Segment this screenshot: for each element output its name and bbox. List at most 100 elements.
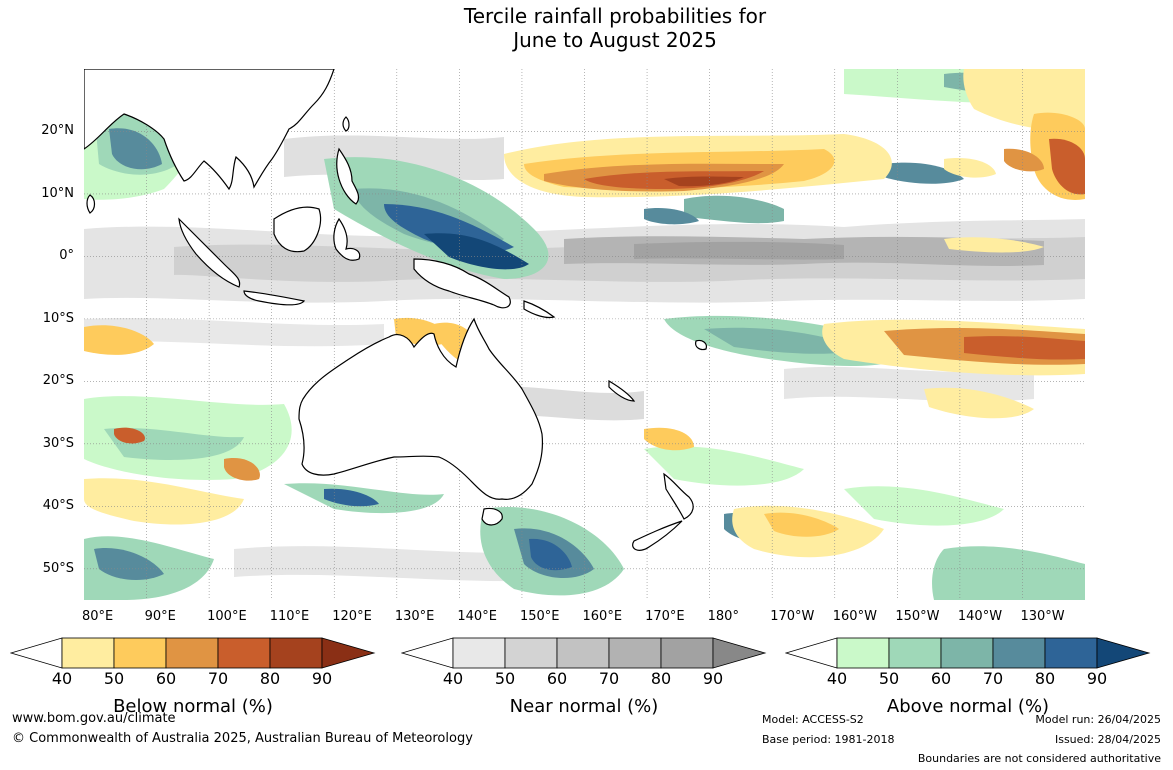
near-normal-tick-label: 80 bbox=[650, 669, 672, 688]
copyright-text: © Commonwealth of Australia 2025, Austra… bbox=[12, 731, 473, 746]
latitude-label: 50°S bbox=[42, 560, 74, 576]
above-normal-segment bbox=[1096, 637, 1151, 669]
longitude-label: 160°E bbox=[582, 609, 623, 624]
longitude-label: 140°W bbox=[957, 609, 1003, 624]
model-text: Model: ACCESS-S2 bbox=[762, 713, 864, 726]
below-normal-segment bbox=[269, 637, 323, 669]
below-normal-colorbar bbox=[10, 637, 376, 669]
latitude-label: 30°S bbox=[42, 435, 74, 451]
below-normal-shading bbox=[84, 69, 1085, 558]
sumatra bbox=[178, 217, 241, 288]
map-canvas bbox=[84, 69, 1085, 600]
longitude-label: 100°E bbox=[207, 609, 247, 624]
near-normal-segment bbox=[660, 637, 714, 669]
longitude-label: 160°W bbox=[832, 609, 877, 624]
new-guinea bbox=[413, 258, 511, 309]
below-normal-segment bbox=[113, 637, 167, 669]
above-normal-segment bbox=[992, 637, 1046, 669]
latitude-label: 20°S bbox=[42, 373, 74, 389]
near-normal-segment bbox=[452, 637, 506, 669]
below-normal-tick-label: 70 bbox=[207, 669, 229, 688]
latitude-label: 0° bbox=[59, 248, 74, 264]
philippines bbox=[336, 147, 360, 205]
new-zealand-south bbox=[632, 520, 683, 551]
issued-text: Issued: 28/04/2025 bbox=[1054, 733, 1161, 746]
map-title: Tercile rainfall probabilities for June … bbox=[0, 4, 1173, 52]
longitude-label: 170°W bbox=[770, 609, 815, 624]
asia-mainland bbox=[84, 69, 335, 191]
above-normal-tick-label: 90 bbox=[1086, 669, 1108, 688]
above-normal-tick-label: 40 bbox=[826, 669, 848, 688]
longitude-label: 130°E bbox=[394, 609, 435, 624]
latitude-label: 20°N bbox=[41, 123, 74, 139]
above-normal-segment bbox=[836, 637, 890, 669]
model-run-text: Model run: 26/04/2025 bbox=[1035, 713, 1161, 726]
rainfall-probability-map bbox=[84, 69, 1085, 600]
below-normal-segment bbox=[321, 637, 376, 669]
near-normal-tick-label: 60 bbox=[546, 669, 568, 688]
longitude-label: 130°W bbox=[1020, 609, 1065, 624]
near-normal-segment bbox=[401, 637, 454, 669]
near-normal-segment bbox=[556, 637, 610, 669]
longitude-label: 110°E bbox=[269, 609, 310, 624]
tasmania bbox=[481, 507, 503, 526]
australia-landmass bbox=[298, 317, 544, 500]
below-normal-legend-title: Below normal (%) bbox=[113, 696, 273, 717]
taiwan bbox=[342, 116, 350, 132]
above-normal-legend-title: Above normal (%) bbox=[886, 696, 1050, 717]
below-normal-segment bbox=[61, 637, 115, 669]
map-title-line2: June to August 2025 bbox=[513, 28, 717, 52]
above-normal-segment bbox=[888, 637, 942, 669]
longitude-label: 180° bbox=[707, 609, 739, 624]
below-normal-tick-label: 50 bbox=[103, 669, 125, 688]
disclaimer-text: Boundaries are not considered authoritat… bbox=[917, 752, 1161, 765]
above-normal-segment bbox=[940, 637, 994, 669]
above-normal-tick-label: 60 bbox=[930, 669, 952, 688]
borneo bbox=[273, 206, 322, 253]
near-normal-segment bbox=[712, 637, 767, 669]
near-normal-segment bbox=[608, 637, 662, 669]
coastlines bbox=[84, 69, 707, 551]
below-normal-segment bbox=[10, 637, 63, 669]
latitude-label: 10°S bbox=[42, 310, 74, 326]
longitude-label: 170°E bbox=[645, 609, 685, 624]
above-normal-tick-label: 50 bbox=[878, 669, 900, 688]
map-title-line1: Tercile rainfall probabilities for bbox=[463, 4, 767, 28]
latitude-label: 40°S bbox=[42, 498, 74, 514]
fiji bbox=[695, 339, 707, 351]
above-normal-tick-label: 70 bbox=[982, 669, 1004, 688]
near-normal-segment bbox=[504, 637, 558, 669]
near-normal-tick-label: 40 bbox=[442, 669, 464, 688]
below-normal-tick-label: 80 bbox=[259, 669, 281, 688]
near-normal-legend-title: Near normal (%) bbox=[509, 696, 659, 717]
near-normal-colorbar bbox=[401, 637, 767, 669]
below-normal-tick-label: 90 bbox=[311, 669, 333, 688]
above-normal-segment bbox=[785, 637, 838, 669]
longitude-label: 90°E bbox=[144, 609, 176, 624]
near-normal-tick-label: 70 bbox=[598, 669, 620, 688]
new-zealand-north bbox=[663, 472, 694, 520]
sulawesi bbox=[333, 217, 361, 261]
longitude-label: 140°E bbox=[457, 609, 497, 624]
base-period-text: Base period: 1981-2018 bbox=[762, 733, 895, 746]
near-normal-tick-label: 50 bbox=[494, 669, 516, 688]
below-normal-segment bbox=[165, 637, 219, 669]
java bbox=[243, 290, 306, 306]
longitude-label: 120°E bbox=[332, 609, 372, 624]
above-normal-segment bbox=[1044, 637, 1098, 669]
below-normal-segment bbox=[217, 637, 271, 669]
above-normal-colorbar bbox=[785, 637, 1151, 669]
above-normal-tick-label: 80 bbox=[1034, 669, 1056, 688]
solomon-islands bbox=[523, 300, 556, 319]
latitude-label: 10°N bbox=[41, 185, 74, 201]
new-caledonia bbox=[608, 379, 636, 402]
near-normal-tick-label: 90 bbox=[702, 669, 724, 688]
longitude-label: 80°E bbox=[82, 609, 114, 624]
website-link[interactable]: www.bom.gov.au/climate bbox=[12, 711, 176, 726]
below-normal-tick-label: 40 bbox=[51, 669, 73, 688]
longitude-label: 150°W bbox=[895, 609, 940, 624]
sri-lanka bbox=[86, 194, 96, 214]
below-normal-tick-label: 60 bbox=[155, 669, 177, 688]
gridlines bbox=[84, 69, 1085, 600]
longitude-label: 150°E bbox=[519, 609, 560, 624]
